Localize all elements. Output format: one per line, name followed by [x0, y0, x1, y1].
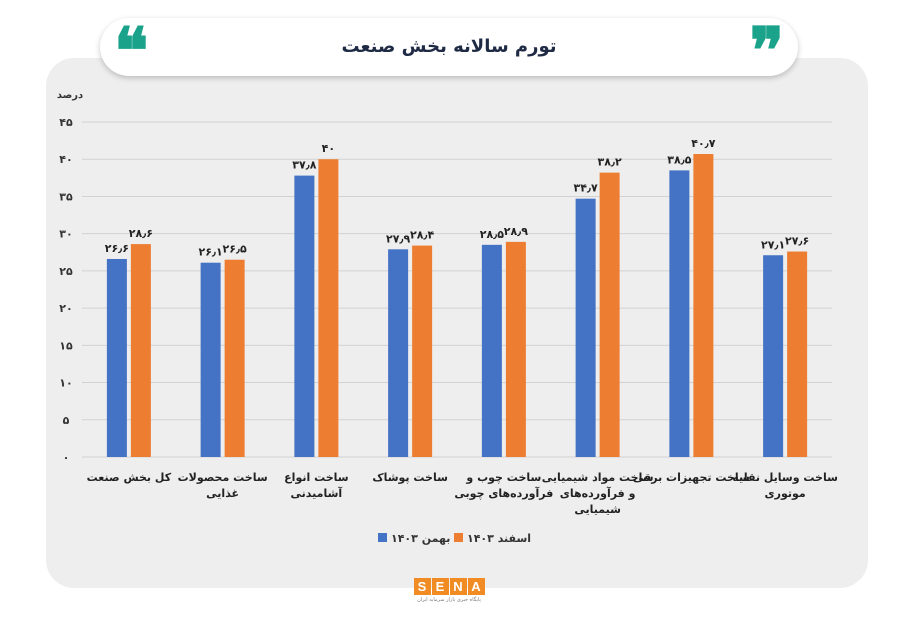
- bar: [318, 159, 339, 457]
- y-tick-label: ۱۵: [59, 339, 73, 352]
- x-tick-label: فرآورده‌های چوبی: [454, 486, 553, 500]
- title-bar: ❝ تورم سالانه بخش صنعت ❞: [100, 18, 798, 84]
- logo-letter: E: [431, 578, 449, 595]
- data-label: ۲۷٫۶: [785, 235, 809, 248]
- y-tick-label: ۱۰: [59, 377, 72, 390]
- x-tick-label: ساخت وسایل نقلیه: [732, 471, 838, 484]
- bar: [599, 172, 620, 457]
- x-tick-label: غذایی: [206, 487, 239, 500]
- logo-letter: N: [449, 578, 467, 595]
- bar: [130, 244, 151, 457]
- bar: [505, 241, 526, 457]
- data-label: ۲۶٫۶: [105, 242, 129, 255]
- data-label: ۲۸٫۵: [480, 228, 505, 241]
- x-tick-label: ساخت محصولات: [178, 471, 268, 484]
- x-tick-label: ساخت تجهیزات برقی: [633, 471, 750, 484]
- legend-swatch: [378, 533, 387, 542]
- bar: [575, 198, 596, 457]
- bar: [481, 244, 502, 457]
- legend-label: اسفند ۱۴۰۳: [467, 532, 531, 545]
- y-tick-label: ۰: [63, 451, 70, 464]
- data-label: ۴۰٫۷: [691, 137, 716, 150]
- page-title: تورم سالانه بخش صنعت: [341, 36, 557, 57]
- data-label: ۲۸٫۹: [504, 225, 529, 238]
- bar: [294, 175, 315, 457]
- quote-close-icon: ❞: [749, 14, 784, 89]
- chart-card: [46, 58, 868, 588]
- y-tick-label: ۲۵: [59, 265, 73, 278]
- data-label: ۳۸٫۵: [667, 153, 692, 166]
- legend-label: بهمن ۱۴۰۳: [391, 532, 450, 545]
- data-label: ۲۷٫۱: [761, 238, 785, 251]
- x-tick-label: و فرآورده‌های: [560, 486, 636, 500]
- logo-letter: A: [467, 578, 485, 595]
- legend-swatch: [454, 533, 463, 542]
- x-tick-label: آشامیدنی: [291, 486, 343, 500]
- x-tick-label: شیمیایی: [574, 503, 621, 516]
- quote-open-icon: ❝: [114, 14, 149, 89]
- y-tick-label: ۳۵: [59, 190, 73, 203]
- x-tick-label: ساخت انواع: [284, 471, 348, 484]
- x-tick-label: کل بخش صنعت: [87, 471, 172, 484]
- bar: [412, 245, 433, 457]
- data-label: ۳۸٫۲: [597, 156, 622, 169]
- x-tick-label: ساخت پوشاک: [372, 471, 448, 484]
- y-tick-label: ۴۰: [59, 153, 72, 166]
- bar: [693, 154, 714, 457]
- bar: [669, 170, 690, 457]
- data-label: ۲۷٫۹: [386, 232, 411, 245]
- data-label: ۲۶٫۵: [222, 243, 247, 256]
- y-tick-label: ۲۰: [59, 302, 72, 315]
- data-label: ۳۷٫۸: [292, 159, 317, 172]
- logo-letter: S: [413, 578, 431, 595]
- bar: [763, 255, 784, 457]
- data-label: ۲۸٫۴: [410, 229, 435, 242]
- y-tick-label: ۵: [63, 414, 70, 427]
- data-label: ۴۰: [322, 142, 335, 155]
- bar: [388, 249, 409, 457]
- data-label: ۲۸٫۶: [129, 227, 153, 240]
- x-tick-label: ساخت مواد شیمیایی: [542, 471, 654, 484]
- x-tick-label: موتوری: [765, 487, 806, 500]
- y-tick-label: ۴۵: [59, 116, 73, 129]
- y-axis-label: درصد: [57, 90, 83, 101]
- logo-subtitle: پایگاه خبری بازار سرمایه ایران: [417, 597, 481, 603]
- data-label: ۲۶٫۱: [198, 246, 222, 259]
- bar: [200, 262, 221, 457]
- y-tick-label: ۳۰: [59, 228, 72, 241]
- bar: [787, 251, 808, 457]
- bar: [106, 258, 127, 457]
- x-tick-label: ساخت چوب و: [465, 471, 541, 484]
- data-label: ۳۴٫۷: [573, 182, 598, 195]
- bar: [224, 259, 245, 457]
